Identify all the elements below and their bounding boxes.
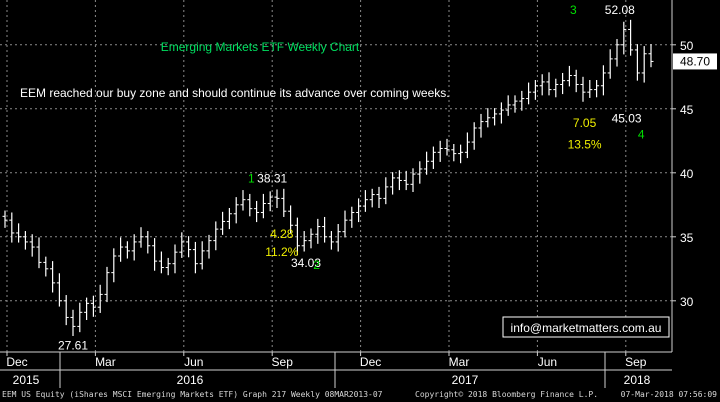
year-label: 2016 (177, 373, 204, 387)
ohlc-chart: 30 35 40 45 50 Dec Mar Jun Sep Dec Mar Jun Sep 2015 2… (0, 0, 717, 388)
y-tick-label: 40 (680, 167, 694, 181)
x-tick-label: Dec (360, 355, 381, 369)
y-tick-label: 50 (680, 39, 694, 53)
price-bars (2, 19, 654, 336)
annotation-label: 1 (248, 171, 255, 185)
grid (0, 0, 672, 352)
year-label: 2015 (13, 373, 40, 387)
annotation-label: 4 (638, 127, 645, 141)
annotation-label: 4.28 (270, 227, 294, 241)
x-tick-label: Mar (449, 355, 470, 369)
last-price-label: 48.70 (680, 54, 710, 68)
annotation-label: 3 (570, 3, 577, 17)
x-tick-label: Sep (272, 355, 294, 369)
x-tick-label: Jun (184, 355, 203, 369)
last-price-box (673, 53, 717, 70)
chart-title: Emerging Markets ETF Weekly Chart (161, 40, 360, 54)
annotation-label: 45.03 (612, 111, 642, 125)
x-tick-label: Sep (625, 355, 647, 369)
x-axis-ticks: Dec Mar Jun Sep Dec Mar Jun Sep 2015 2016 2017 2018 (6, 352, 651, 388)
y-tick-label: 35 (680, 231, 694, 245)
annotation-label: 2 (313, 258, 320, 272)
x-tick-label: Dec (6, 355, 27, 369)
footer-security: EEM US Equity (iShares MSCI Emerging Mar… (2, 390, 383, 399)
y-tick-label: 45 (680, 103, 694, 117)
chart-subtitle: EEM reached our buy zone and should cont… (20, 86, 450, 100)
footer-copyright: Copyright© 2018 Bloomberg Finance L.P. (415, 390, 599, 399)
y-tick-label: 30 (680, 295, 694, 309)
annotation-label: 7.05 (573, 116, 597, 130)
year-label: 2017 (452, 373, 479, 387)
annotation-label: 27.61 (58, 338, 88, 352)
annotations: 27.61 1 38.31 4.28 11.2%34.032 3 52.08 7.05 13.5… (58, 3, 645, 352)
year-label: 2018 (624, 373, 651, 387)
annotation-label: 52.08 (605, 3, 635, 17)
footer-timestamp: 07-Mar-2018 07:56:09 (620, 390, 717, 399)
website-box (502, 316, 670, 338)
annotation-label: 11.2% (265, 245, 298, 259)
x-tick-label: Jun (538, 355, 557, 369)
annotation-label: 13.5% (568, 137, 602, 151)
y-axis-ticks: 30 35 40 45 50 (672, 39, 694, 309)
x-tick-label: Mar (95, 355, 116, 369)
annotation-label: 34.03 (291, 256, 321, 270)
annotation-label: 38.31 (257, 171, 287, 185)
footer: EEM US Equity (iShares MSCI Emerging Mar… (0, 388, 720, 402)
website-link[interactable]: info@marketmatters.com.au (511, 321, 662, 335)
